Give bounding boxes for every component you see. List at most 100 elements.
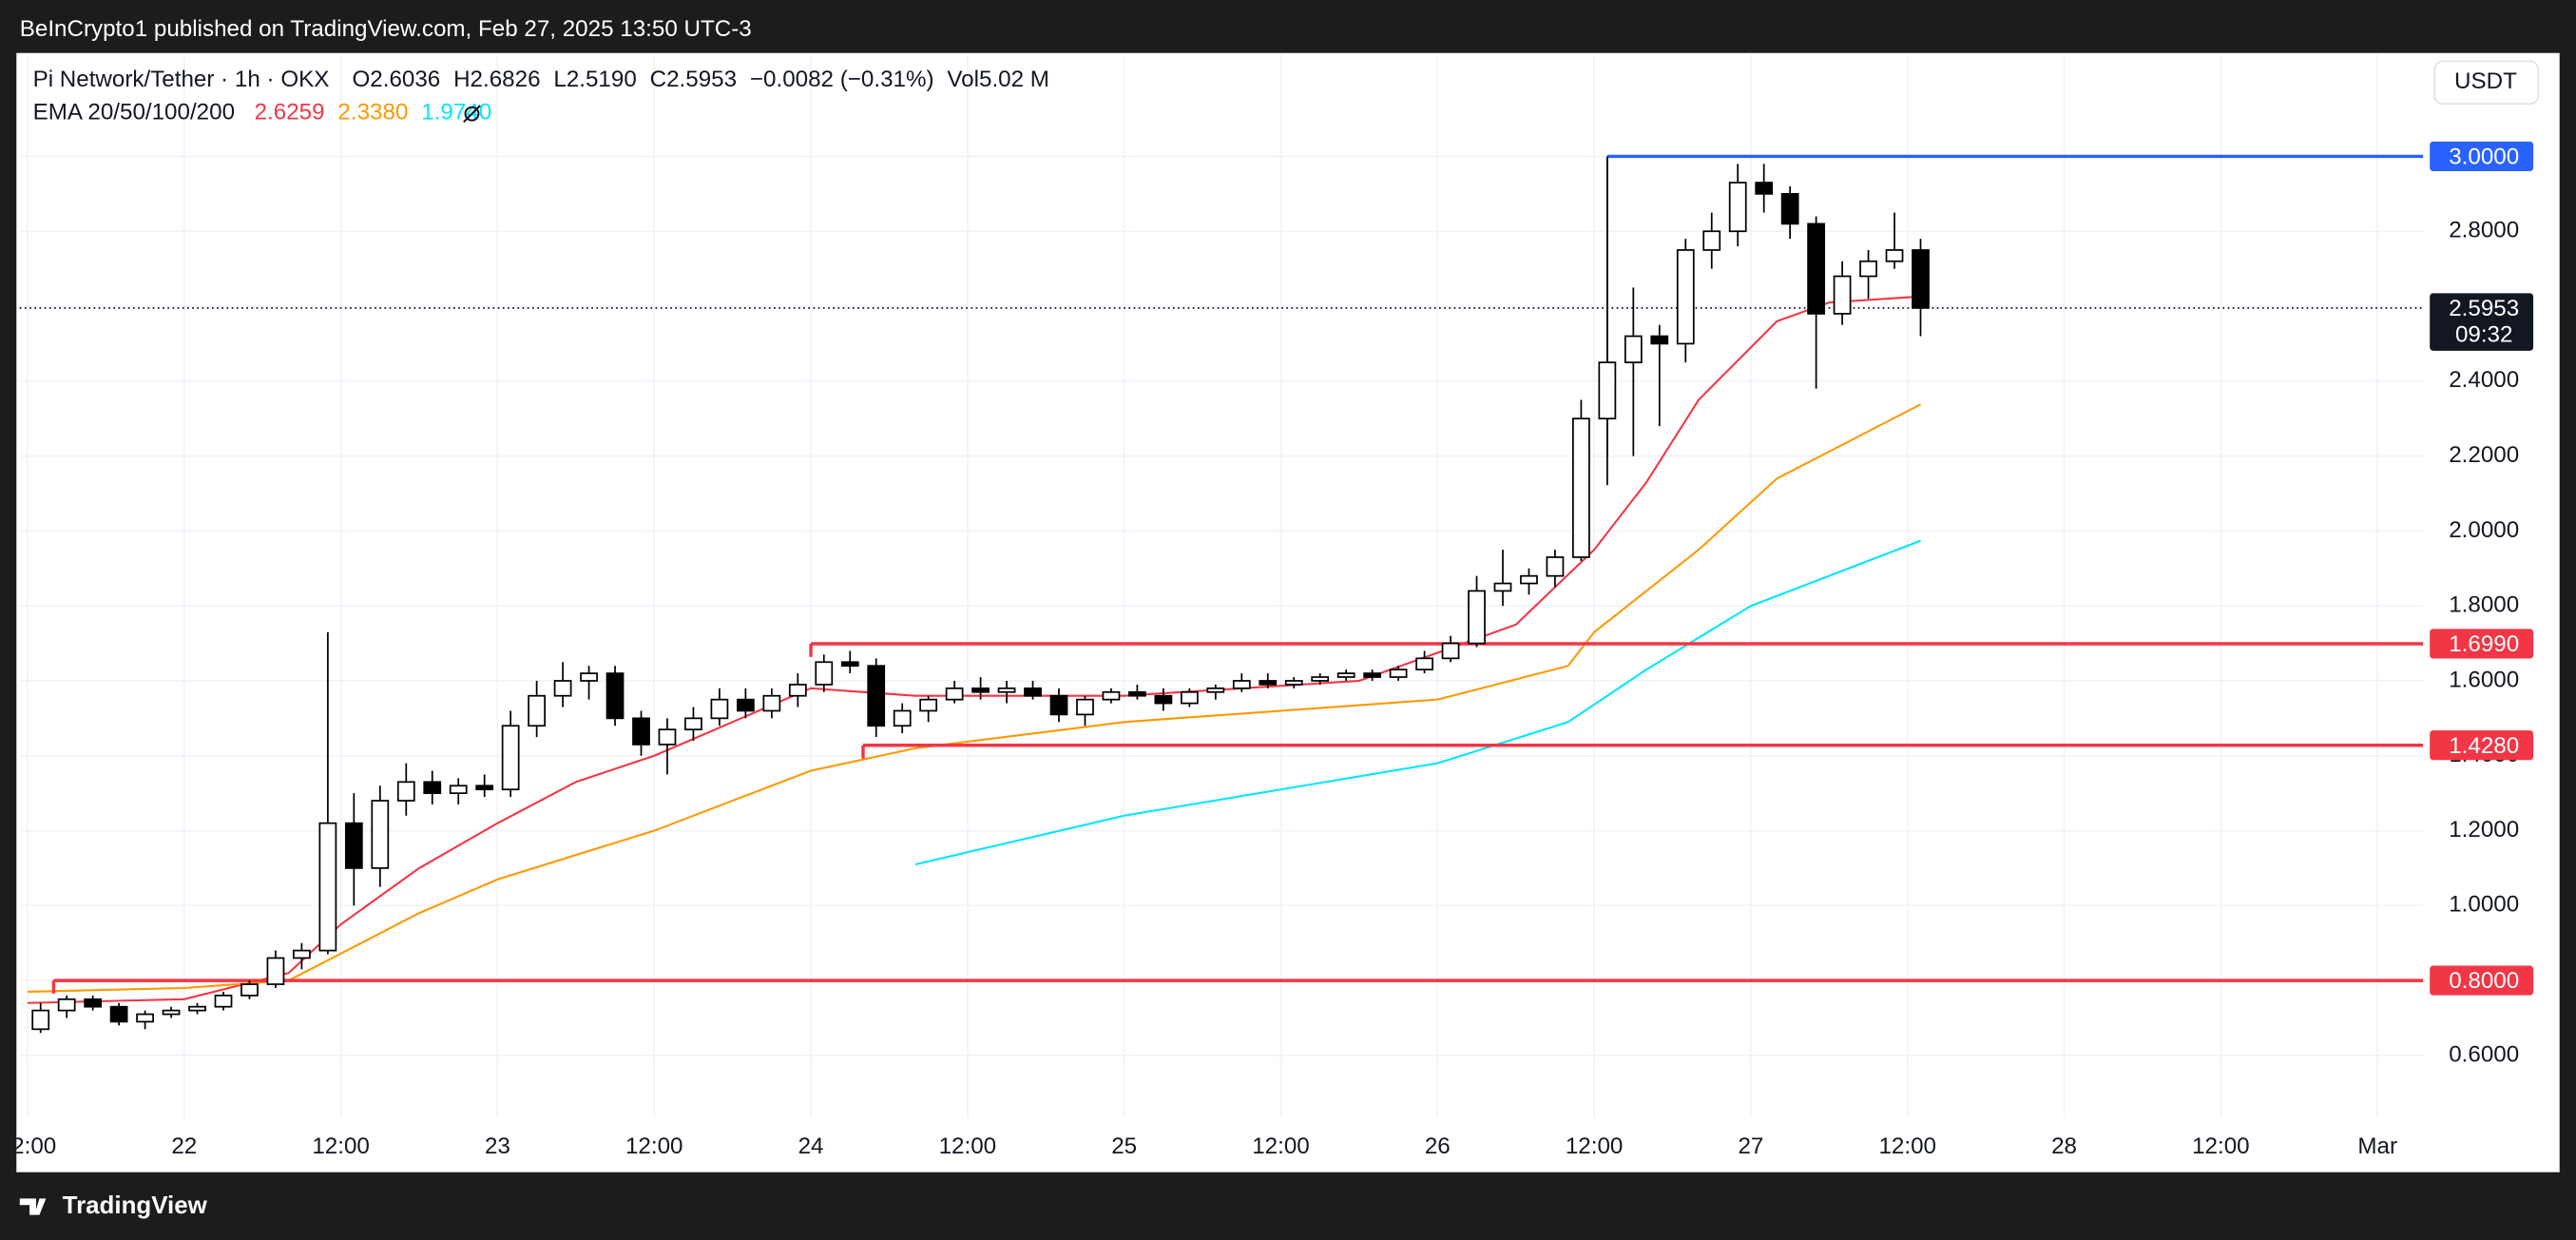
candle-body xyxy=(266,957,285,985)
x-tick-label: 12:00 xyxy=(1566,1133,1624,1159)
vol-key: Vol xyxy=(947,68,979,93)
ohlc-value: 2.6826 xyxy=(471,68,541,93)
candle-body xyxy=(1755,182,1774,195)
level-label-box xyxy=(2430,141,2534,172)
candle-body xyxy=(344,822,363,869)
candle-body xyxy=(1259,680,1278,686)
candle-body xyxy=(1885,249,1904,262)
candle-body xyxy=(1311,676,1330,682)
candle-body xyxy=(553,680,572,697)
candle-body xyxy=(1493,582,1512,592)
candle-body xyxy=(293,949,311,959)
ema-line xyxy=(914,539,1921,865)
candle-body xyxy=(971,687,990,693)
candle-body xyxy=(1833,275,1852,315)
candle-body xyxy=(475,785,494,791)
candle-body xyxy=(528,694,547,727)
brand: TradingView xyxy=(63,1192,208,1219)
candle-body xyxy=(136,1013,154,1023)
candle-body xyxy=(1128,690,1146,697)
candle-body xyxy=(1206,687,1225,693)
x-tick-label: 23 xyxy=(485,1133,510,1159)
candle-body xyxy=(1598,361,1617,420)
chart-area xyxy=(16,52,2560,1172)
ema-value: 2.3380 xyxy=(337,100,408,126)
candle-body xyxy=(1520,574,1538,585)
ema-label: EMA 20/50/100/200 xyxy=(33,100,235,126)
x-tick-label: 22 xyxy=(171,1133,197,1159)
currency-button[interactable] xyxy=(2433,60,2540,106)
level-label-box xyxy=(2430,965,2534,996)
level-label: 0.8000 xyxy=(2449,968,2519,994)
level-label: 1.4280 xyxy=(2449,733,2519,759)
symbol-legend: Pi Network/Tether · 1h · OKX O2.6036 H2.6… xyxy=(33,68,1049,93)
level-label: 1.6990 xyxy=(2449,631,2519,657)
candle-body xyxy=(997,687,1016,693)
candle-body xyxy=(658,728,677,746)
symbol: Pi Network/Tether · 1h · OKX xyxy=(33,68,330,93)
ema-value: 2.6259 xyxy=(255,100,325,126)
candle-body xyxy=(1154,694,1173,705)
vol-value: 5.02 M xyxy=(979,68,1049,93)
candle-body xyxy=(1728,182,1747,233)
ohlc-value: 2.5953 xyxy=(666,68,737,93)
candle-body xyxy=(1284,680,1303,686)
candle-body xyxy=(1232,680,1251,689)
ohlc-value: 2.5190 xyxy=(567,68,637,93)
candle-body xyxy=(606,672,625,720)
candle-body xyxy=(1624,335,1643,363)
candle-body xyxy=(501,725,520,791)
candle-body xyxy=(919,698,938,712)
level-label: 3.0000 xyxy=(2449,145,2519,170)
x-tick-label: 27 xyxy=(1738,1133,1763,1159)
candle-body xyxy=(1912,249,1930,309)
candle-body xyxy=(1076,698,1094,716)
level-label-box xyxy=(2430,629,2534,659)
level-label-box xyxy=(2430,730,2534,761)
candle-body xyxy=(840,661,859,668)
currency-label: USDT xyxy=(2454,68,2517,94)
x-tick-label: 12:00 xyxy=(625,1133,683,1159)
candle-body xyxy=(1546,556,1565,577)
candle-body xyxy=(1024,687,1042,697)
candle-body xyxy=(423,781,442,795)
hide-icon[interactable] xyxy=(463,105,481,124)
candle-body xyxy=(1650,335,1669,345)
ema-line xyxy=(27,295,1921,1004)
candle-body xyxy=(240,983,259,997)
candle-body xyxy=(371,800,390,869)
ohlc-key: L xyxy=(553,68,566,93)
y-tick-label: 2.8000 xyxy=(2449,218,2519,243)
change: −0.0082 (−0.31%) xyxy=(750,68,934,93)
candle-body xyxy=(684,717,702,731)
candle-body xyxy=(214,994,233,1008)
candle-body xyxy=(84,998,103,1008)
ema-line xyxy=(27,403,1921,993)
candle-body xyxy=(162,1009,181,1016)
candle-body xyxy=(1389,668,1408,678)
x-tick-label: 12:00 xyxy=(939,1133,997,1159)
y-tick-label: 2.4000 xyxy=(2449,367,2519,393)
y-tick-label: 2.2000 xyxy=(2449,442,2519,468)
ohlc-value: 2.6036 xyxy=(370,68,440,93)
candle-body xyxy=(1049,694,1068,716)
candle-body xyxy=(188,1005,206,1012)
candle-body xyxy=(737,698,755,712)
candle-body xyxy=(632,717,650,746)
candle-body xyxy=(1363,672,1382,678)
last-price-label: 2.5953 xyxy=(2449,296,2519,321)
last-price-box xyxy=(2430,293,2534,351)
published-note: BeInCrypto1 published on TradingView.com… xyxy=(20,16,752,42)
candle-body xyxy=(109,1005,128,1023)
candle-body xyxy=(57,998,76,1012)
candle-body xyxy=(1676,249,1695,345)
candle-body xyxy=(1780,192,1799,225)
candle-body xyxy=(1807,223,1825,315)
candle-body xyxy=(945,687,964,701)
ema-legend: EMA 20/50/100/200 2.6259 2.3380 1.9740 xyxy=(33,100,492,126)
candle-body xyxy=(788,684,807,697)
candle-body xyxy=(1572,417,1590,558)
x-tick-label: Mar xyxy=(2357,1133,2397,1159)
x-tick-label: 28 xyxy=(2051,1133,2077,1159)
